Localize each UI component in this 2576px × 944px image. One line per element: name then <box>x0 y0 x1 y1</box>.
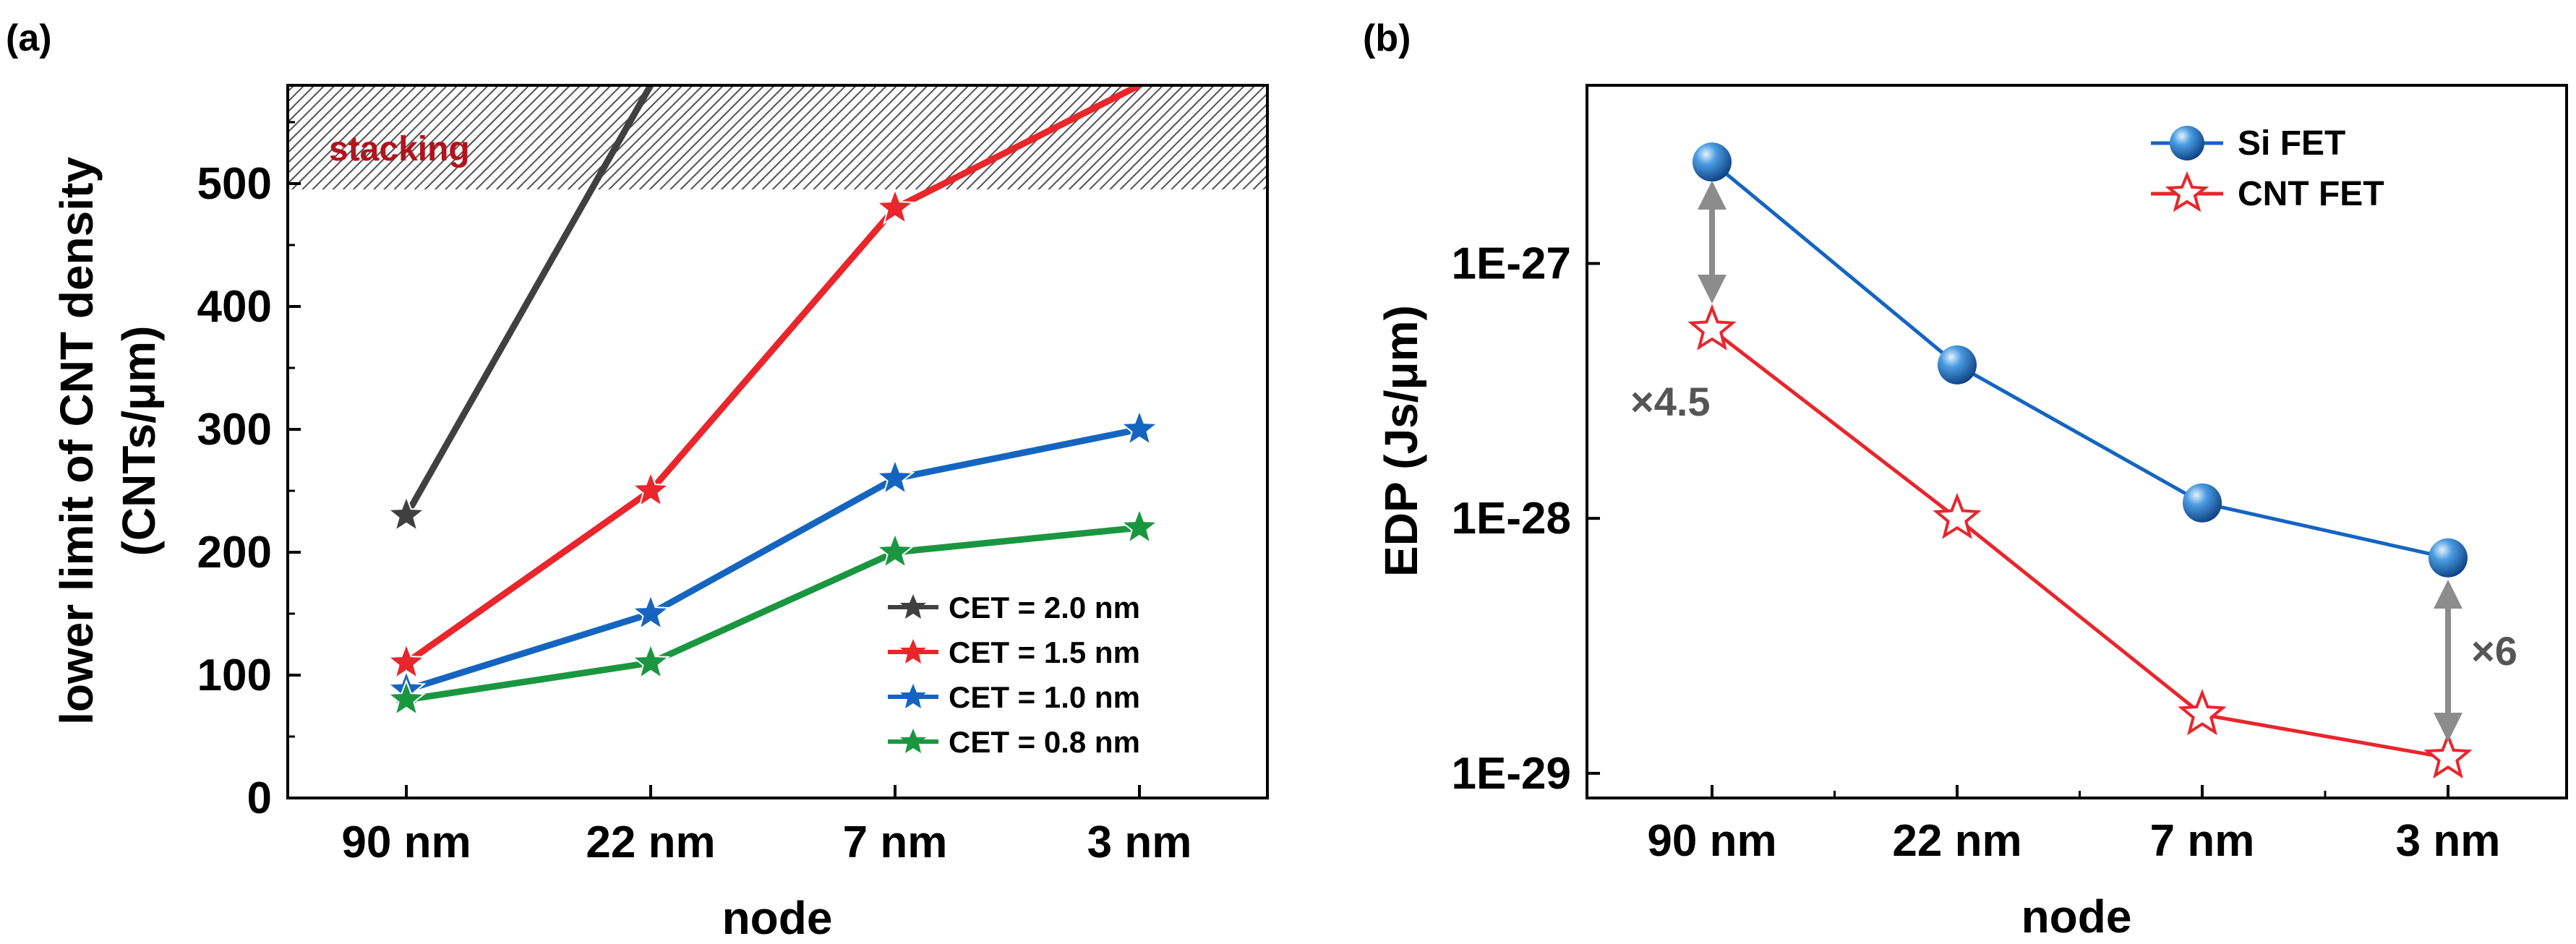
y-axis-title-a-line2: (CNTs/μm) <box>113 326 165 557</box>
series-b-point-1-0 <box>1687 304 1737 351</box>
y-tick-label-a-3: 300 <box>197 405 272 455</box>
legend-b-label-0: Si FET <box>2238 124 2345 163</box>
ratio-label-90nm: ×4.5 <box>1630 379 1711 424</box>
x-tick-label-a-1: 22 nm <box>586 818 715 867</box>
legend-b-marker-1 <box>2165 171 2209 213</box>
ratio-label-3nm: ×6 <box>2471 628 2517 674</box>
series-a-line-1 <box>404 85 1142 666</box>
x-tick-label-a-2: 7 nm <box>843 818 948 867</box>
legend-a-label-0: CET = 2.0 nm <box>949 591 1140 625</box>
panel-a: stacking 0 100 200 300 400 500 90 nm 22 nm 7 nm 3… <box>51 84 1269 944</box>
y-tick-label-a-2: 200 <box>197 528 272 578</box>
y-tick-label-b-0: 1E-29 <box>1452 749 1571 799</box>
plot-frame-b <box>1586 84 2568 799</box>
y-tick-label-b-2: 1E-27 <box>1452 239 1571 289</box>
x-tick-label-a-0: 90 nm <box>341 818 471 867</box>
series-a-point-2-3 <box>1119 408 1160 447</box>
panel-label-a: (a) <box>6 17 52 59</box>
series-a-point-3-3 <box>1119 507 1160 545</box>
y-tick-label-a-4: 400 <box>197 282 272 332</box>
stacking-label: stacking <box>329 130 470 168</box>
series-b-point-1-1 <box>1933 492 1982 539</box>
series-b-point-1-3 <box>2423 731 2473 779</box>
y-tick-label-b-1: 1E-28 <box>1452 494 1571 544</box>
legend-a-marker-3 <box>900 729 926 753</box>
series-a-point-2-1 <box>630 593 671 631</box>
series-b-point-0-3 <box>2429 538 2468 578</box>
legend-a-marker-1 <box>900 639 926 664</box>
x-axis-title-b: node <box>2021 891 2132 943</box>
x-axis-title-a: node <box>722 892 833 944</box>
legend-a-label-1: CET = 1.5 nm <box>949 635 1140 669</box>
series-a-point-0-0 <box>386 494 427 533</box>
x-tick-label-b-0: 90 nm <box>1647 816 1776 866</box>
series-b-line-1 <box>1711 328 2449 760</box>
x-tick-label-b-1: 22 nm <box>1892 816 2021 866</box>
series-a-line-2 <box>405 426 1140 693</box>
legend-b-marker-0 <box>2170 126 2204 160</box>
y-axis-title-a-line1: lower limit of CNT density <box>51 157 103 725</box>
y-tick-label-a-5: 500 <box>197 159 272 209</box>
x-tick-label-a-3: 3 nm <box>1087 818 1192 867</box>
y-tick-label-a-0: 0 <box>247 773 272 823</box>
series-b-point-0-0 <box>1693 142 1732 182</box>
x-tick-label-b-3: 3 nm <box>2396 816 2501 866</box>
series-b-point-0-1 <box>1938 345 1977 385</box>
plot-frame-a <box>286 84 1269 799</box>
series-a-line-0 <box>403 85 654 518</box>
series-a-point-1-1 <box>630 470 671 508</box>
series-b-point-1-2 <box>2178 689 2227 736</box>
legend-b-label-1: CNT FET <box>2238 175 2384 213</box>
y-tick-label-a-1: 100 <box>197 651 272 700</box>
legend-a-label-3: CET = 0.8 nm <box>949 725 1140 759</box>
legend-a-label-2: CET = 1.0 nm <box>949 680 1140 714</box>
series-b-point-0-2 <box>2183 483 2222 523</box>
series-a-point-2-2 <box>875 458 915 496</box>
series-a-point-3-2 <box>875 531 915 570</box>
series-b-line-0 <box>1711 160 2449 560</box>
panel-b: 1E-29 1E-28 1E-27 90 nm 22 nm 7 nm 3 nm ×4.5 ×… <box>1375 84 2568 943</box>
legend-a-marker-0 <box>900 594 926 619</box>
series-a-line-3 <box>406 524 1140 703</box>
legend-a: CET = 2.0 nm CET = 1.5 nm CET = 1.0 nm C… <box>888 591 1140 759</box>
series-a-point-3-1 <box>630 642 671 680</box>
series-a-point-3-0 <box>386 679 427 717</box>
y-axis-title-b: EDP (Js/μm) <box>1375 305 1427 577</box>
panel-label-b: (b) <box>1363 17 1411 59</box>
series-a-point-1-2 <box>875 187 915 226</box>
x-tick-label-b-2: 7 nm <box>2150 816 2255 866</box>
legend-b: Si FET CNT FET <box>2151 124 2384 213</box>
legend-a-marker-2 <box>900 684 926 708</box>
